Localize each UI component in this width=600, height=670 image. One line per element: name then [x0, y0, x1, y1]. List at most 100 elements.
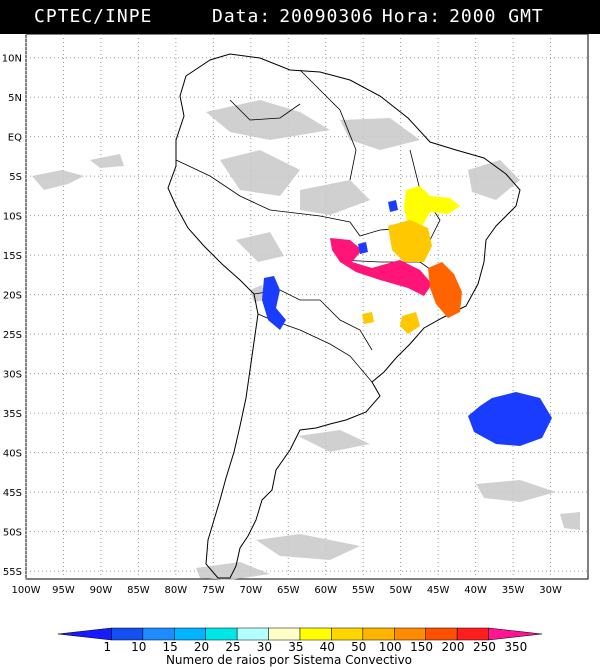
- lon-tick-label: 65W: [277, 585, 300, 596]
- cloud-patch: [300, 180, 370, 215]
- lon-tick-label: 95W: [52, 585, 75, 596]
- legend-title: Numero de raios por Sistema Convectivo: [166, 653, 412, 667]
- lon-tick-label: 80W: [165, 585, 188, 596]
- cloud-patch: [206, 100, 330, 140]
- cloud-patch: [468, 160, 520, 200]
- cluster-west-blue: [358, 242, 368, 254]
- legend-label: 30: [257, 640, 272, 654]
- cloud-patch: [476, 480, 556, 502]
- cloud-patch: [220, 150, 300, 196]
- legend-swatch: [236, 627, 269, 641]
- legend-label: 35: [288, 640, 303, 654]
- cloud-cover: [32, 100, 580, 580]
- legend-label: 25: [225, 640, 240, 654]
- cluster-parana-gold: [362, 312, 374, 324]
- cluster-central-magenta: [330, 238, 432, 296]
- legend-label: 50: [351, 640, 366, 654]
- lon-tick-label: 55W: [352, 585, 375, 596]
- lon-tick-label: 85W: [127, 585, 150, 596]
- lat-tick-label: 30S: [3, 370, 22, 381]
- lat-tick-label: 10S: [3, 212, 22, 223]
- legend-label: 40: [320, 640, 335, 654]
- lat-tick-label: 20S: [3, 291, 22, 302]
- cluster-small-blue: [388, 200, 398, 212]
- cluster-bahia-gold: [388, 220, 432, 262]
- map-header: CPTEC/INPE Data: 20090306 Hora: 2000 GMT: [0, 0, 600, 34]
- legend-swatch: [425, 627, 458, 641]
- lat-tick-label: 55S: [3, 567, 22, 578]
- hora-label: Hora:: [381, 6, 442, 27]
- cluster-southeast-orange: [428, 262, 462, 318]
- legend-swatch: [205, 627, 238, 641]
- lat-tick-label: 50S: [3, 528, 22, 539]
- cloud-patch: [340, 118, 420, 150]
- legend-label: 150: [410, 640, 433, 654]
- cluster-north-yellow: [404, 186, 460, 230]
- hora-value: 2000 GMT: [449, 6, 544, 27]
- lon-tick-label: 40W: [464, 585, 487, 596]
- lon-tick-label: 50W: [389, 585, 412, 596]
- legend-label: 10: [131, 640, 146, 654]
- lightning-clusters: [262, 186, 552, 446]
- lat-tick-label: 5S: [9, 172, 22, 183]
- lon-tick-label: 35W: [502, 585, 525, 596]
- graticule: [25, 34, 588, 579]
- lon-tick-label: 90W: [90, 585, 113, 596]
- cloud-patch: [90, 154, 124, 168]
- lon-tick-label: 30W: [539, 585, 562, 596]
- lat-tick-label: EQ: [8, 133, 22, 144]
- lon-tick-label: 70W: [239, 585, 262, 596]
- lat-tick-label: 35S: [3, 409, 22, 420]
- legend-swatch: [268, 627, 301, 641]
- datetime-label: Data: 20090306 Hora: 2000 GMT: [212, 6, 552, 27]
- cloud-patch: [560, 512, 580, 530]
- legend-label: 1: [103, 640, 111, 654]
- lat-tick-label: 40S: [3, 449, 22, 460]
- legend-swatch: [174, 627, 206, 641]
- lat-tick-label: 45S: [3, 488, 22, 499]
- cloud-patch: [298, 430, 370, 452]
- lat-tick-label: 10N: [2, 54, 22, 65]
- legend-label: 20: [194, 640, 209, 654]
- legend-swatch: [488, 627, 543, 641]
- lon-tick-label: 100W: [12, 585, 41, 596]
- cloud-patch: [32, 170, 84, 190]
- lat-tick-label: 5N: [8, 93, 22, 104]
- border-line: [299, 69, 357, 181]
- lat-tick-label: 15S: [3, 251, 22, 262]
- data-value: 20090306: [279, 6, 374, 27]
- cluster-south-gold: [400, 312, 420, 334]
- lon-tick-label: 60W: [314, 585, 337, 596]
- border-line: [229, 99, 301, 121]
- border-line: [269, 209, 361, 237]
- legend-swatch: [362, 627, 395, 641]
- legend-swatch: [57, 627, 112, 641]
- legend-label: 350: [504, 640, 527, 654]
- color-legend: 1 10 15 20 25 30 35 40 50 100 150 200 250 350 Numero d…: [57, 627, 543, 667]
- legend-swatch: [456, 627, 489, 641]
- legend-swatch: [142, 627, 175, 641]
- data-label: Data:: [212, 6, 272, 27]
- longitude-labels: 100W 95W 90W 85W 80W 75W 70W 65W 60W 55W 50W 45W 40W…: [12, 585, 562, 596]
- border-line: [319, 299, 373, 351]
- cluster-atlantic-blue: [468, 392, 552, 446]
- legend-swatch: [331, 627, 364, 641]
- legend-label: 100: [379, 640, 402, 654]
- lon-tick-label: 75W: [202, 585, 225, 596]
- legend-swatch: [394, 627, 426, 641]
- border-line: [299, 329, 373, 383]
- border-line: [175, 159, 271, 211]
- cloud-patch: [236, 232, 284, 262]
- legend-label: 200: [442, 640, 465, 654]
- legend-label: 250: [473, 640, 496, 654]
- south-america-outline: [167, 53, 521, 579]
- legend-swatch: [111, 627, 144, 641]
- legend-swatch: [299, 627, 332, 641]
- org-label: CPTEC/INPE: [34, 6, 153, 27]
- legend-label: 15: [163, 640, 178, 654]
- coastline: [167, 53, 521, 579]
- latitude-labels: 10N 5N EQ 5S 10S 15S 20S 25S 30S 35S 40S 45S 50S 55S: [2, 54, 22, 578]
- cluster-andes-blue: [262, 276, 286, 330]
- cloud-patch: [256, 534, 360, 560]
